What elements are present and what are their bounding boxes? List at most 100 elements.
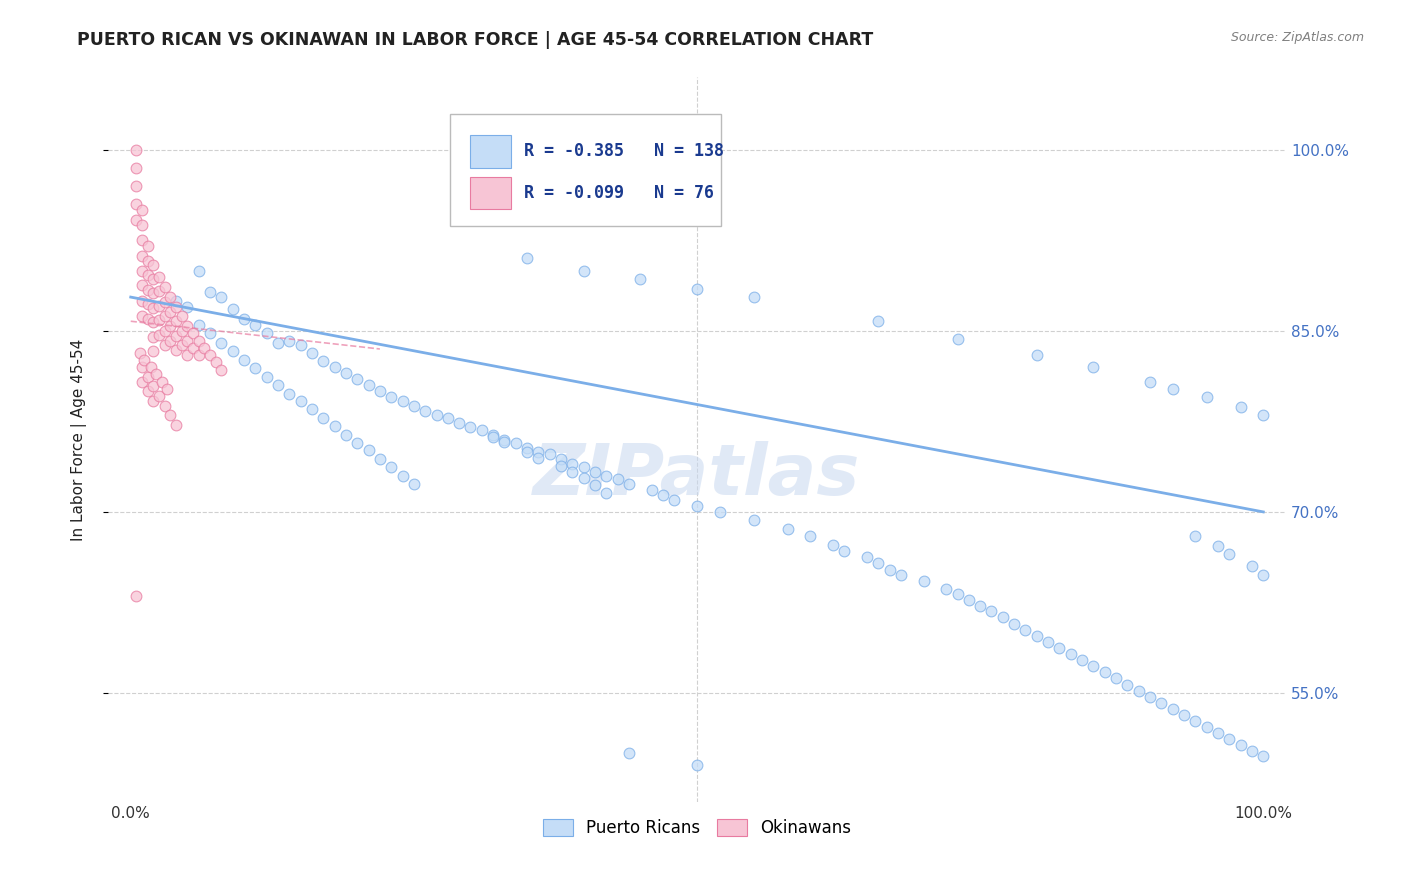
Point: [148, 284, 170, 298]
Point: [278, 386, 301, 401]
Point: [136, 369, 159, 384]
Point: [323, 419, 346, 434]
Point: [1195, 390, 1218, 404]
Point: [153, 280, 176, 294]
Point: [159, 334, 181, 348]
Point: [142, 315, 165, 329]
Point: [136, 283, 159, 297]
Point: [159, 409, 181, 423]
Point: [142, 286, 165, 301]
Point: [134, 352, 156, 367]
Point: [969, 599, 991, 613]
Point: [181, 341, 204, 355]
Point: [1002, 617, 1025, 632]
Point: [1071, 653, 1094, 667]
Point: [1240, 744, 1263, 758]
Point: [402, 399, 425, 413]
Point: [912, 574, 935, 588]
Point: [413, 403, 436, 417]
Point: [245, 318, 267, 332]
Point: [181, 326, 204, 341]
Point: [1195, 720, 1218, 734]
Point: [165, 314, 187, 328]
Point: [256, 369, 278, 384]
Point: [267, 378, 290, 392]
Point: [131, 360, 153, 375]
Point: [170, 338, 193, 352]
Point: [187, 318, 209, 332]
Point: [233, 311, 256, 326]
Point: [301, 402, 323, 417]
Point: [1128, 683, 1150, 698]
Point: [832, 543, 855, 558]
Point: [1240, 559, 1263, 574]
Text: ZIPatlas: ZIPatlas: [533, 442, 860, 510]
Point: [357, 443, 380, 458]
Point: [142, 272, 165, 286]
Point: [538, 447, 561, 461]
Point: [1025, 348, 1047, 362]
Point: [156, 382, 179, 396]
Point: [957, 593, 980, 607]
Text: Source: ZipAtlas.com: Source: ZipAtlas.com: [1230, 31, 1364, 45]
Point: [131, 249, 153, 263]
Point: [148, 389, 170, 403]
Point: [198, 326, 221, 341]
Point: [1116, 677, 1139, 691]
Point: [380, 390, 402, 404]
Point: [505, 436, 527, 450]
Point: [131, 310, 153, 324]
Point: [652, 488, 675, 502]
Point: [131, 233, 153, 247]
Point: [221, 344, 243, 359]
Point: [1139, 690, 1161, 704]
Point: [221, 302, 243, 317]
Point: [142, 258, 165, 272]
Point: [159, 304, 181, 318]
Point: [136, 239, 159, 253]
Point: [346, 436, 368, 450]
Point: [125, 212, 148, 227]
Point: [516, 444, 538, 458]
Point: [176, 300, 198, 314]
Point: [159, 290, 181, 304]
Point: [494, 434, 516, 449]
Point: [572, 263, 595, 277]
Point: [165, 343, 187, 358]
Point: [153, 324, 176, 338]
Point: [176, 348, 198, 362]
Point: [686, 282, 709, 296]
Point: [148, 269, 170, 284]
Point: [128, 345, 150, 359]
Point: [301, 345, 323, 359]
Point: [136, 268, 159, 283]
Point: [449, 416, 471, 430]
Point: [152, 375, 174, 389]
Point: [170, 324, 193, 338]
Point: [583, 465, 606, 479]
Point: [1173, 707, 1195, 722]
Point: [527, 444, 550, 458]
Point: [1218, 731, 1240, 746]
Point: [946, 332, 969, 346]
Point: [494, 433, 516, 447]
Point: [125, 179, 148, 194]
Point: [209, 362, 232, 376]
Point: [1150, 696, 1173, 710]
Point: [165, 300, 187, 314]
Point: [204, 355, 226, 369]
Point: [136, 297, 159, 311]
Point: [1025, 629, 1047, 643]
Point: [125, 143, 148, 157]
Point: [139, 360, 162, 375]
Point: [142, 393, 165, 408]
Point: [1161, 701, 1184, 715]
Point: [606, 472, 628, 486]
Point: [402, 477, 425, 491]
Point: [879, 563, 901, 577]
Point: [617, 747, 640, 761]
Point: [323, 360, 346, 375]
Point: [686, 499, 709, 513]
Point: [187, 263, 209, 277]
Point: [980, 604, 1002, 618]
